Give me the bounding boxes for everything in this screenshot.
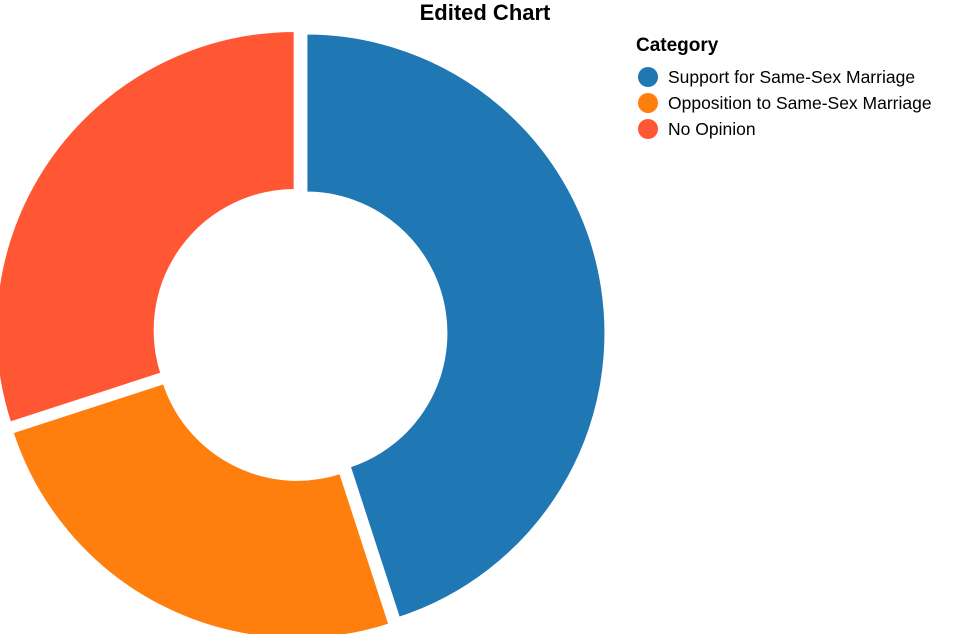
legend-swatch <box>638 93 658 113</box>
slice-support-for-same-sex-marriage <box>304 31 608 620</box>
legend-label: No Opinion <box>668 119 756 139</box>
chart-title: Edited Chart <box>420 0 551 25</box>
legend-label: Support for Same-Sex Marriage <box>668 67 915 87</box>
legend-swatch <box>638 119 658 139</box>
legend: Category Support for Same-Sex Marriage Op… <box>636 35 932 139</box>
legend-label: Opposition to Same-Sex Marriage <box>668 93 932 113</box>
donut-slices <box>0 28 608 634</box>
legend-swatch <box>638 67 658 87</box>
slice-opposition-to-same-sex-marriage <box>10 381 392 634</box>
legend-title: Category <box>636 35 719 56</box>
slice-no-opinion <box>0 28 297 425</box>
legend-items: Support for Same-Sex Marriage Opposition … <box>638 67 932 139</box>
